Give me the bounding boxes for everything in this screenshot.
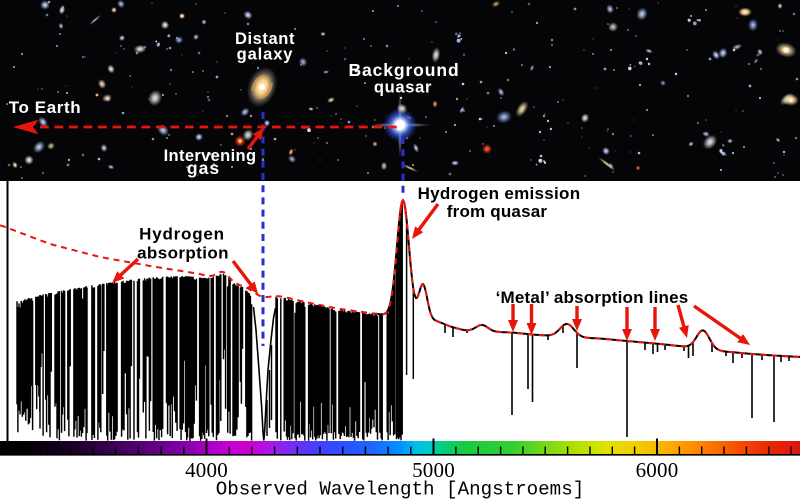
svg-text:Background: Background bbox=[348, 60, 459, 80]
svg-text:6000: 6000 bbox=[636, 458, 679, 482]
svg-text:Distant: Distant bbox=[235, 30, 295, 48]
svg-text:Observed Wavelength [Angstroem: Observed Wavelength [Angstroems] bbox=[216, 479, 584, 501]
svg-text:absorption: absorption bbox=[137, 244, 229, 263]
svg-text:gas: gas bbox=[187, 158, 220, 178]
svg-text:Hydrogen emission: Hydrogen emission bbox=[418, 184, 581, 203]
svg-text:from quasar: from quasar bbox=[447, 202, 548, 221]
svg-text:5000: 5000 bbox=[412, 458, 455, 482]
svg-text:4000: 4000 bbox=[185, 458, 228, 482]
svg-text:quasar: quasar bbox=[374, 79, 432, 97]
svg-text:galaxy: galaxy bbox=[237, 46, 294, 64]
svg-text:‘Metal’ absorption lines: ‘Metal’ absorption lines bbox=[496, 288, 689, 307]
svg-text:To Earth: To Earth bbox=[9, 98, 82, 117]
svg-text:Hydrogen: Hydrogen bbox=[139, 225, 225, 244]
svg-text:Intervening: Intervening bbox=[164, 147, 257, 165]
